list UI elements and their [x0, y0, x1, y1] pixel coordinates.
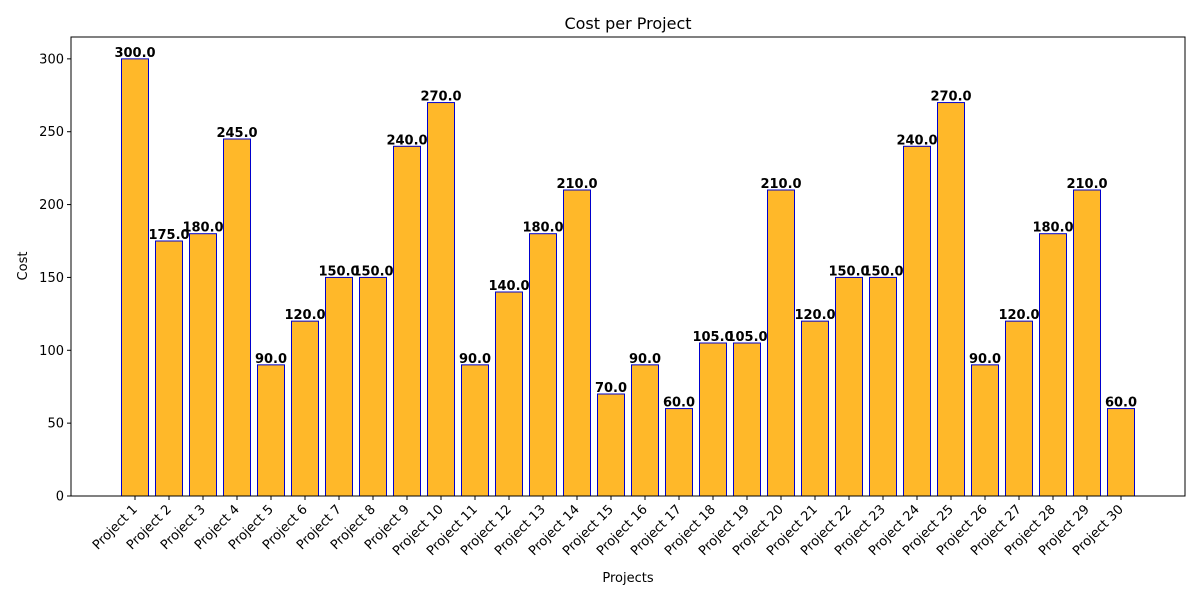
- data-label-project-12: 140.0: [488, 279, 529, 294]
- bar-project-23: [869, 276, 897, 497]
- bar-project-18: [699, 342, 727, 497]
- data-label-project-7: 150.0: [318, 264, 359, 279]
- chart-title: Cost per Project: [564, 14, 691, 33]
- data-label-project-16: 90.0: [629, 352, 661, 367]
- data-label-project-24: 240.0: [896, 133, 937, 148]
- data-label-project-30: 60.0: [1105, 396, 1137, 411]
- data-label-project-20: 210.0: [760, 177, 801, 192]
- data-label-project-22: 150.0: [828, 264, 869, 279]
- y-tick-label: 50: [47, 417, 64, 432]
- data-label-project-2: 175.0: [148, 228, 189, 243]
- data-label-project-9: 240.0: [386, 133, 427, 148]
- bar-project-11: [461, 364, 489, 497]
- data-label-project-23: 150.0: [862, 264, 903, 279]
- data-label-project-5: 90.0: [255, 352, 287, 367]
- bar-project-28: [1039, 233, 1067, 497]
- data-label-project-29: 210.0: [1066, 177, 1107, 192]
- bar-project-15: [597, 393, 625, 497]
- data-labels-group: 300.0175.0180.0245.090.0120.0150.0150.02…: [114, 46, 1137, 411]
- bar-project-21: [801, 320, 829, 497]
- data-label-project-1: 300.0: [114, 46, 155, 61]
- data-label-project-6: 120.0: [284, 308, 325, 323]
- y-tick-label: 300: [39, 52, 64, 67]
- data-label-project-17: 60.0: [663, 396, 695, 411]
- data-label-project-3: 180.0: [182, 221, 223, 236]
- data-label-project-13: 180.0: [522, 221, 563, 236]
- y-tick-label: 250: [39, 125, 64, 140]
- bar-project-20: [767, 189, 795, 497]
- bar-project-6: [291, 320, 319, 497]
- bar-project-19: [733, 342, 761, 497]
- bar-project-24: [903, 145, 931, 497]
- bar-project-30: [1107, 408, 1135, 497]
- bar-project-13: [529, 233, 557, 497]
- data-label-project-8: 150.0: [352, 264, 393, 279]
- data-label-project-10: 270.0: [420, 90, 461, 105]
- data-label-project-18: 105.0: [692, 330, 733, 345]
- bar-project-27: [1005, 320, 1033, 497]
- data-label-project-27: 120.0: [998, 308, 1039, 323]
- data-label-project-14: 210.0: [556, 177, 597, 192]
- bars-group: [121, 58, 1135, 497]
- bar-project-8: [359, 276, 387, 497]
- bar-project-26: [971, 364, 999, 497]
- data-label-project-11: 90.0: [459, 352, 491, 367]
- bar-project-1: [121, 58, 149, 497]
- bar-project-4: [223, 138, 251, 497]
- y-tick-label: 200: [39, 198, 64, 213]
- bar-project-17: [665, 408, 693, 497]
- bar-project-7: [325, 276, 353, 497]
- bar-project-12: [495, 291, 523, 497]
- bar-project-25: [937, 102, 965, 497]
- plot-frame: [70, 36, 1186, 497]
- bar-project-10: [427, 102, 455, 497]
- y-axis-ticks: 0 50 100 150 200 250 300: [39, 52, 71, 505]
- y-tick-label: 100: [39, 344, 64, 359]
- bar-project-3: [189, 233, 217, 497]
- bar-project-5: [257, 364, 285, 497]
- data-label-project-19: 105.0: [726, 330, 767, 345]
- data-label-project-15: 70.0: [595, 381, 627, 396]
- data-label-project-28: 180.0: [1032, 221, 1073, 236]
- x-axis-label: Projects: [602, 571, 653, 586]
- bar-project-29: [1073, 189, 1101, 497]
- bar-project-14: [563, 189, 591, 497]
- y-tick-label: 150: [39, 271, 64, 286]
- data-label-project-21: 120.0: [794, 308, 835, 323]
- bar-project-22: [835, 276, 863, 497]
- y-tick-label: 0: [56, 490, 64, 505]
- y-axis-label: Cost: [16, 252, 31, 281]
- data-label-project-4: 245.0: [216, 126, 257, 141]
- bar-project-16: [631, 364, 659, 497]
- data-label-project-26: 90.0: [969, 352, 1001, 367]
- bar-project-9: [393, 145, 421, 497]
- bar-project-2: [155, 240, 183, 497]
- data-label-project-25: 270.0: [930, 90, 971, 105]
